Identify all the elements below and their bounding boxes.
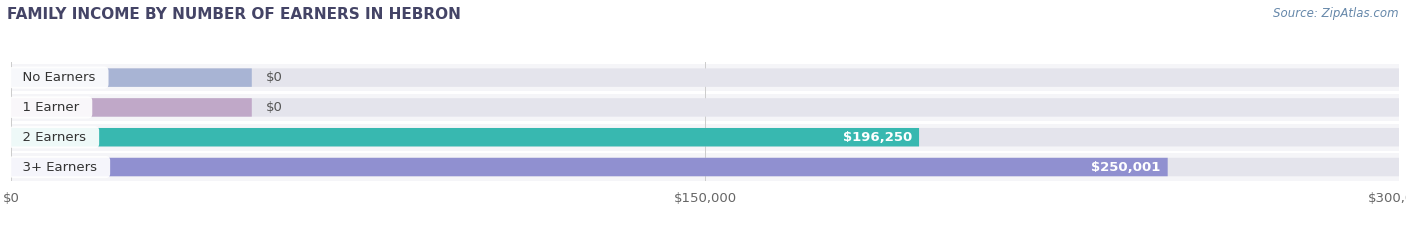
Text: 2 Earners: 2 Earners [14,131,94,144]
Text: 3+ Earners: 3+ Earners [14,161,105,174]
Text: $196,250: $196,250 [842,131,912,144]
FancyBboxPatch shape [11,158,1399,176]
Text: No Earners: No Earners [14,71,104,84]
FancyBboxPatch shape [11,68,252,87]
Text: $250,001: $250,001 [1091,161,1161,174]
FancyBboxPatch shape [11,68,1399,87]
Text: 1 Earner: 1 Earner [14,101,87,114]
FancyBboxPatch shape [11,94,1399,121]
FancyBboxPatch shape [11,98,1399,117]
FancyBboxPatch shape [11,128,920,147]
FancyBboxPatch shape [11,158,1168,176]
Text: $0: $0 [266,101,283,114]
FancyBboxPatch shape [11,98,252,117]
FancyBboxPatch shape [11,64,1399,91]
FancyBboxPatch shape [11,153,1399,181]
FancyBboxPatch shape [11,128,1399,147]
Text: Source: ZipAtlas.com: Source: ZipAtlas.com [1274,7,1399,20]
FancyBboxPatch shape [11,123,1399,151]
Text: $0: $0 [266,71,283,84]
Text: FAMILY INCOME BY NUMBER OF EARNERS IN HEBRON: FAMILY INCOME BY NUMBER OF EARNERS IN HE… [7,7,461,22]
